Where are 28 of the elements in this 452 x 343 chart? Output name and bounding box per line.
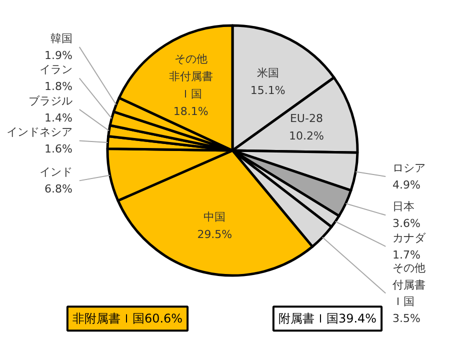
slice-label: EU-28 [290, 112, 323, 126]
data-label: 10.2% [289, 130, 324, 143]
slice-label: 米国 [256, 66, 279, 80]
data-label: 6.8% [44, 182, 73, 196]
data-label: 1.7% [392, 248, 420, 262]
data-label: 1.6% [44, 142, 73, 156]
data-label: 18.1% [173, 104, 208, 118]
slice-label: 韓国 [50, 32, 72, 45]
data-label: 1.4% [44, 111, 73, 124]
slice-label: カナダ [392, 231, 426, 244]
slice-label: その他付属書Ｉ国 [392, 261, 426, 308]
text: 非附属書Ｉ国60.6% [72, 312, 183, 326]
data-label: 1.8% [44, 80, 73, 94]
slice-label: 中国 [204, 210, 226, 224]
slice-label: インドネシア [6, 126, 72, 139]
data-label: 4.9% [392, 178, 420, 192]
data-label: 3.5% [392, 312, 420, 326]
slice-label: インド [40, 166, 72, 179]
data-label: 1.9% [44, 48, 73, 62]
data-label: 3.6% [392, 217, 420, 230]
slice-label: ロシア [392, 162, 426, 175]
data-label: 29.5% [197, 228, 232, 242]
slice-label: ブラジル [28, 94, 72, 108]
text: 附属書Ｉ国39.4% [278, 312, 377, 326]
slice-label: 日本 [392, 200, 414, 214]
slice-label: イラン [40, 63, 72, 76]
slice-label: その他非付属書Ｉ国 [168, 52, 213, 100]
data-label: 15.1% [250, 84, 286, 97]
